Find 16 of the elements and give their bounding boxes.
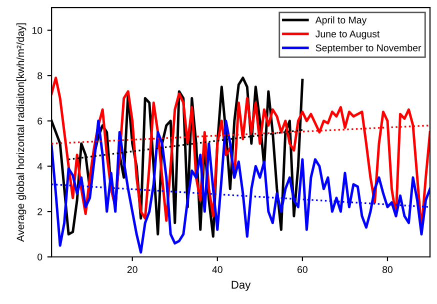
y-tick-label: 2 — [38, 208, 42, 216]
x-tick-label: 80 — [382, 266, 393, 274]
x-axis-title: Day — [232, 280, 251, 291]
y-tick-label: 4 — [37, 163, 42, 170]
x-tick-label: 40 — [212, 266, 222, 274]
x-tick-label: 20 — [127, 266, 138, 274]
y-tick-label: 0 — [38, 254, 42, 260]
y-tick-label: 10 — [32, 26, 42, 34]
y-axis-title: Average global horizontal radiaiton[kwh/m²/day] — [16, 23, 26, 242]
legend-label: June to August — [316, 30, 380, 40]
legend-label: September to November — [316, 44, 422, 54]
line-series — [52, 120, 430, 254]
y-tick-label: 6 — [38, 118, 42, 125]
legend-label: April to May — [315, 16, 367, 26]
y-tick-label: 8 — [38, 72, 42, 80]
x-tick-label: 60 — [298, 266, 308, 274]
